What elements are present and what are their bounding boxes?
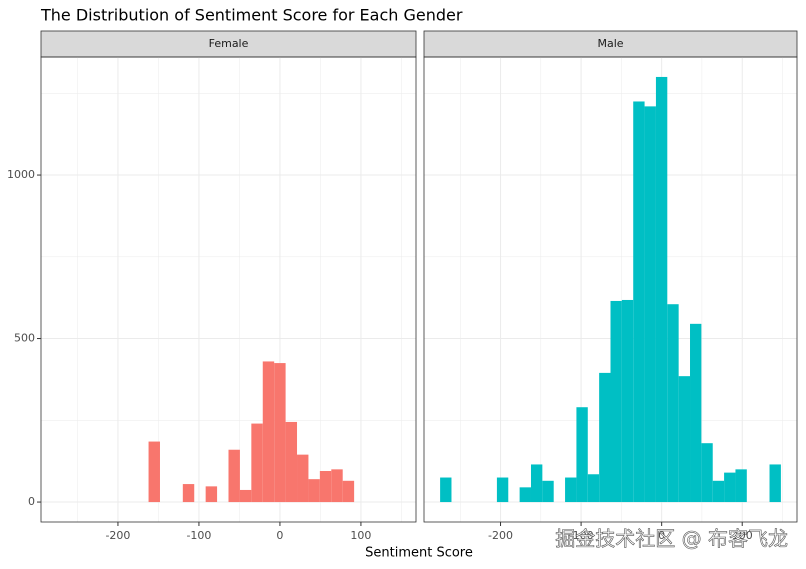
y-tick-label: 0: [28, 495, 35, 508]
histogram-bar: [587, 474, 600, 503]
histogram-bar: [251, 423, 263, 503]
histogram-bar: [285, 421, 298, 503]
histogram-bar: [655, 76, 668, 503]
histogram-bar: [701, 443, 713, 503]
histogram-bar: [724, 472, 736, 503]
strip-label: Female: [209, 37, 249, 50]
histogram-bar: [667, 304, 679, 503]
x-axis-label: Sentiment Score: [365, 546, 473, 561]
histogram-bar: [274, 363, 286, 503]
x-tick-label: 0: [276, 529, 283, 542]
histogram-bar: [239, 489, 252, 503]
histogram-bar: [496, 477, 509, 503]
histogram-bar: [633, 101, 645, 503]
y-tick-label: 500: [14, 332, 35, 345]
histogram-bar: [148, 441, 160, 503]
histogram-bar: [342, 480, 355, 503]
histogram-bar: [308, 479, 320, 503]
histogram-bar: [440, 477, 452, 503]
panel-border: [40, 56, 417, 523]
panel-border: [423, 56, 798, 523]
histogram-bar: [331, 469, 343, 503]
chart-title: The Distribution of Sentiment Score for …: [40, 6, 463, 25]
x-tick-label: 100: [732, 529, 753, 542]
histogram-bar: [319, 470, 332, 503]
x-tick-label: -200: [488, 529, 513, 542]
histogram-bar: [205, 486, 218, 503]
histogram-bar: [519, 487, 531, 503]
x-tick-label: 100: [350, 529, 371, 542]
histogram-bar: [565, 477, 577, 503]
strip: [423, 30, 798, 58]
x-tick-label: 0: [658, 529, 665, 542]
histogram-bar: [262, 361, 275, 503]
histogram-bar: [690, 323, 702, 503]
histogram-bar: [297, 454, 309, 503]
histogram-bar: [769, 464, 781, 503]
panel-background: [41, 57, 416, 522]
histogram-bar: [678, 376, 691, 503]
strip-label: Male: [597, 37, 623, 50]
x-tick-label: -100: [569, 529, 594, 542]
histogram-bar: [610, 300, 622, 503]
histogram-bar: [228, 449, 240, 503]
histogram-bar: [542, 480, 554, 503]
histogram-bar: [621, 299, 634, 503]
histogram-bar: [599, 372, 611, 503]
x-tick-label: -200: [105, 529, 130, 542]
histogram-bar: [735, 469, 747, 503]
histogram-bar: [182, 484, 195, 503]
histogram-bar: [576, 407, 588, 503]
y-tick-label: 1000: [7, 168, 35, 181]
histogram-bar: [530, 464, 543, 503]
histogram-bar: [644, 106, 656, 503]
strip: [40, 30, 417, 58]
histogram-bar: [712, 480, 725, 503]
watermark: 掘金技术社区 @ 布客飞龙: [555, 527, 788, 551]
x-tick-label: -100: [186, 529, 211, 542]
